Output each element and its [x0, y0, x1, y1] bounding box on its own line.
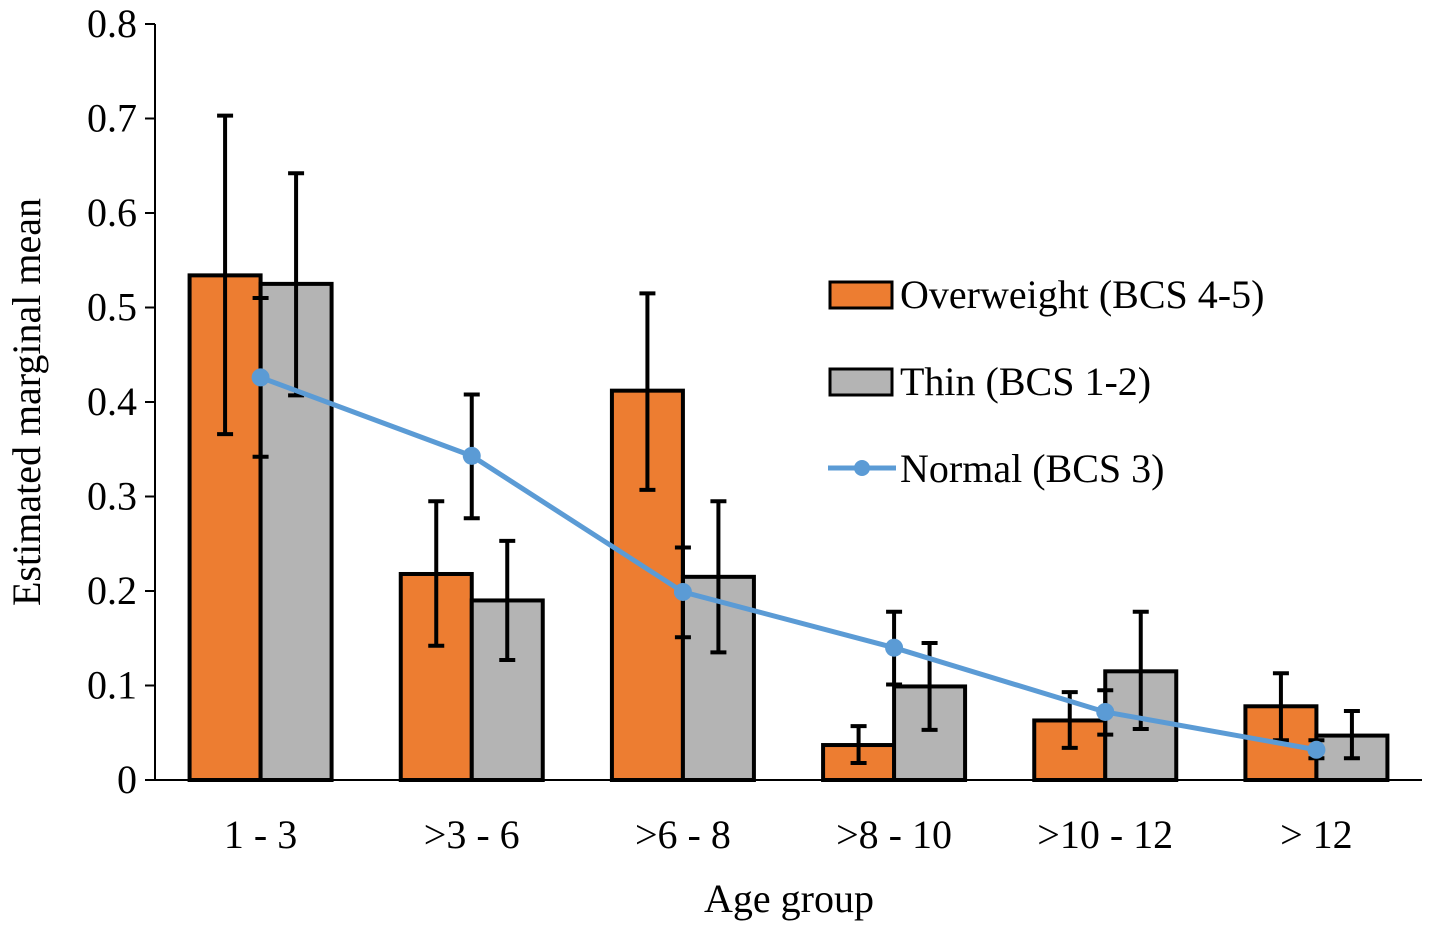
legend-marker-normal [854, 460, 870, 476]
point-normal [462, 446, 481, 465]
y-tick-label: 0.5 [87, 285, 137, 330]
y-tick-label: 0.1 [87, 663, 137, 708]
x-tick-label: >8 - 10 [836, 812, 952, 857]
y-tick-label: 0.6 [87, 190, 137, 235]
legend-swatch-thin [828, 367, 894, 397]
y-tick-label: 0.2 [87, 568, 137, 613]
x-tick-label: > 12 [1280, 812, 1353, 857]
y-tick-label: 0.3 [87, 474, 137, 519]
y-tick-label: 0.7 [87, 96, 137, 141]
y-tick-label: 0.4 [87, 379, 137, 424]
y-tick-label: 0.8 [87, 1, 137, 46]
legend-label-thin: Thin (BCS 1-2) [900, 359, 1151, 404]
x-tick-label: >3 - 6 [424, 812, 520, 857]
y-tick-label: 0 [117, 757, 137, 802]
point-normal [1096, 702, 1115, 721]
legend: Overweight (BCS 4-5) Thin (BCS 1-2) Norm… [828, 272, 1264, 491]
legend-swatch-overweight [828, 280, 894, 310]
legend-label-overweight: Overweight (BCS 4-5) [900, 272, 1264, 317]
x-tick-label: 1 - 3 [224, 812, 297, 857]
x-tick-label: >10 - 12 [1037, 812, 1173, 857]
y-axis-label: Estimated marginal mean [4, 198, 49, 606]
x-tick-label: >6 - 8 [635, 812, 731, 857]
point-normal [885, 638, 904, 657]
point-normal [673, 582, 692, 601]
legend-label-normal: Normal (BCS 3) [900, 446, 1164, 491]
point-normal [1307, 740, 1326, 759]
x-axis-label: Age group [704, 876, 874, 921]
point-normal [251, 368, 270, 387]
line-normal [259, 375, 1317, 753]
